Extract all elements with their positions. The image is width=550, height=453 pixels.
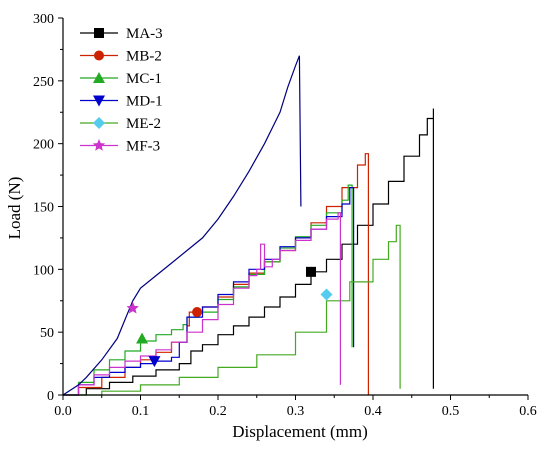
legend-marker-mc-1 xyxy=(93,72,105,83)
series-line-unlabeled-6 xyxy=(62,55,302,396)
x-tick-label: 0.1 xyxy=(132,404,150,419)
x-axis-title: Displacement (mm) xyxy=(232,422,368,441)
y-tick-label: 100 xyxy=(33,263,54,278)
data-marker-md-1 xyxy=(148,356,161,368)
y-tick-label: 50 xyxy=(40,326,54,341)
x-tick-label: 0.4 xyxy=(364,404,382,419)
series-line-md-1 xyxy=(63,187,355,396)
x-tick-label: 0.3 xyxy=(287,404,305,419)
data-marker-mb-2 xyxy=(192,307,203,318)
data-marker-me-2 xyxy=(320,288,333,301)
axes: 0.0 0.1 0.2 0.3 0.4 0.5 0.6 0 50 100 150 200 250 300 xyxy=(33,12,537,419)
x-tick-label: 0.0 xyxy=(54,404,72,419)
legend-label-mb-2: MB-2 xyxy=(126,49,162,65)
legend-label-ma-3: MA-3 xyxy=(126,26,163,42)
series-line-ma-3 xyxy=(63,108,434,396)
x-tick-label: 0.2 xyxy=(209,404,227,419)
y-tick-label: 200 xyxy=(33,138,54,153)
legend-marker-md-1 xyxy=(93,95,105,107)
y-tick-label: 0 xyxy=(47,389,54,404)
plot-series-group xyxy=(62,55,434,396)
data-marker-mc-1 xyxy=(136,332,149,344)
data-marker-ma-3 xyxy=(306,266,316,277)
y-axis-title: Load (N) xyxy=(5,177,24,240)
series-line-mb-2 xyxy=(63,153,369,396)
series-line-mf-3 xyxy=(63,212,341,396)
legend-label-me-2: ME-2 xyxy=(126,116,161,132)
series-line-me-2 xyxy=(63,224,401,396)
legend-marker-mf-3 xyxy=(92,139,106,151)
x-tick-label: 0.6 xyxy=(519,404,537,419)
y-tick-label: 250 xyxy=(33,75,54,90)
legend-label-mf-3: MF-3 xyxy=(126,139,160,155)
legend-label-md-1: MD-1 xyxy=(126,94,163,110)
legend: MA-3 MB-2 MC-1 MD-1 ME-2 MF-3 xyxy=(80,26,163,155)
series-line-mc-1 xyxy=(63,184,353,396)
y-tick-label: 300 xyxy=(33,12,54,27)
legend-marker-mb-2 xyxy=(94,50,104,61)
plot-markers-group xyxy=(126,266,333,368)
legend-marker-ma-3 xyxy=(94,28,104,38)
y-tick-label: 150 xyxy=(33,201,54,216)
data-marker-mf-3 xyxy=(126,301,139,314)
x-tick-label: 0.5 xyxy=(442,404,460,419)
legend-label-mc-1: MC-1 xyxy=(126,71,162,87)
legend-marker-me-2 xyxy=(93,117,105,129)
